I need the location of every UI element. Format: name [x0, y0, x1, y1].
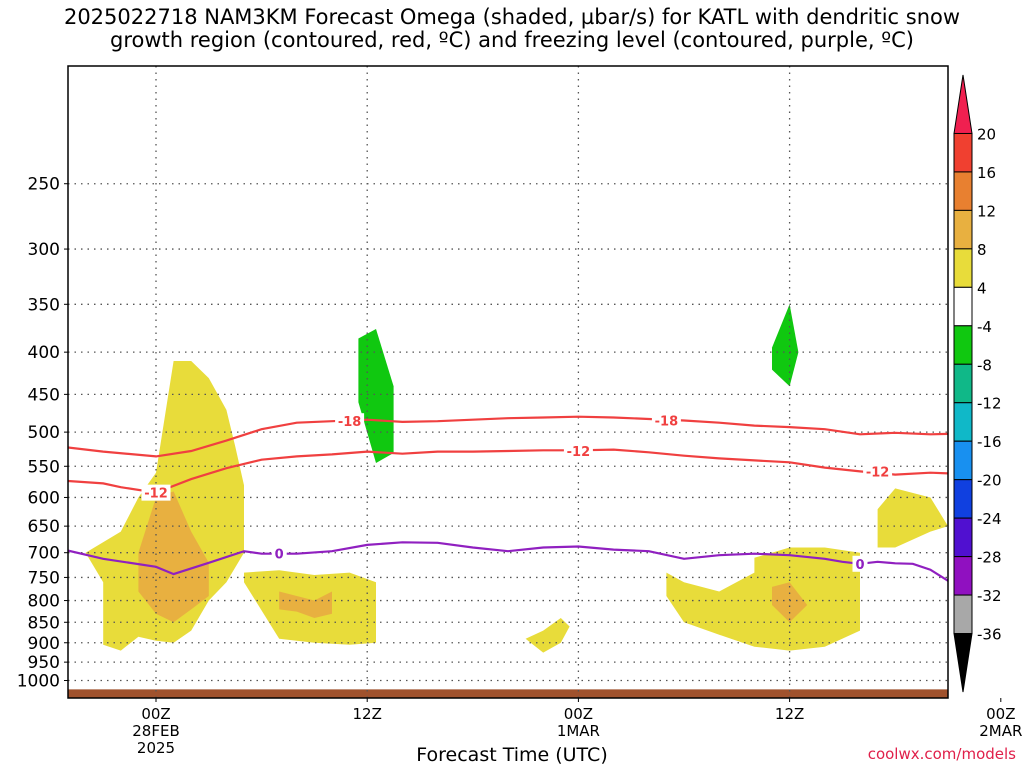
colorbar-label-8: -16	[977, 433, 1002, 451]
colorbar-label-13: -36	[977, 626, 1002, 644]
x-tick-label-48-0: 00Z	[986, 705, 1015, 723]
colorbar-swatch-3	[953, 209, 973, 250]
y-tick-label-800: 800	[28, 592, 60, 612]
colorbar-label-3: 8	[977, 241, 987, 259]
contour-label-bg-1-1	[563, 442, 593, 459]
chart-title-line-1: 2025022718 NAM3KM Forecast Omega (shaded…	[63, 5, 961, 29]
y-tick-label-750: 750	[28, 568, 60, 588]
contour-label-0-0: -18	[338, 415, 362, 430]
colorbar-swatch-13	[953, 594, 973, 635]
contour-label-1-2: -12	[866, 465, 890, 480]
y-tick-label-900: 900	[28, 634, 60, 654]
y-tick-label-950: 950	[28, 653, 60, 673]
colorbar-label-0: 20	[977, 125, 996, 143]
colorbar-swatch-12	[953, 556, 973, 596]
contour-line-0	[68, 415, 948, 458]
colorbar-swatch-7	[953, 363, 973, 404]
colorbar-swatch-4	[953, 248, 973, 288]
x-tick-label-36-0: 12Z	[775, 705, 804, 723]
omega-region-0-6	[966, 521, 1024, 643]
colorbar-swatch-2	[953, 171, 973, 211]
ground-surface	[68, 689, 948, 698]
y-tick-label-400: 400	[28, 343, 60, 363]
y-tick-label-250: 250	[28, 175, 60, 195]
contour-label-bg-1-2	[863, 463, 893, 480]
contour-label-1-0: -12	[144, 487, 168, 502]
colorbar-label-2: 12	[977, 202, 996, 220]
colorbar-label-9: -20	[977, 472, 1002, 490]
colorbar-swatch-8	[953, 402, 973, 442]
colorbar-label-10: -24	[977, 510, 1002, 528]
colorbar-label-4: 4	[977, 279, 987, 297]
colorbar-swatch-6	[953, 325, 973, 365]
contour-label-2-0: 0	[275, 548, 284, 563]
x-tick-label-0-2: 2025	[137, 739, 175, 757]
colorbar-label-1: 16	[977, 164, 996, 182]
x-tick-label-0-1: 28FEB	[132, 722, 179, 740]
x-tick-label-24-1: 1MAR	[557, 722, 600, 740]
contour-label-bg-0-1	[651, 412, 681, 429]
colorbar-swatch-5	[953, 286, 973, 327]
colorbar-swatch-14	[953, 633, 973, 693]
omega-region-2-1	[772, 304, 799, 387]
y-tick-label-500: 500	[28, 423, 60, 443]
chart-title: 2025022718 NAM3KM Forecast Omega (shaded…	[0, 6, 1024, 52]
x-tick-label-12-0: 12Z	[353, 705, 382, 723]
y-tick-label-350: 350	[28, 295, 60, 315]
plot-frame	[67, 65, 949, 699]
omega-region-2-0	[358, 329, 394, 463]
contour-label-bg-2-1	[852, 555, 868, 572]
credit-link[interactable]: coolwx.com/models	[867, 745, 1016, 763]
omega-region-1-1	[279, 591, 332, 618]
y-tick-label-550: 550	[28, 457, 60, 477]
y-tick-label-1000: 1000	[17, 672, 60, 692]
colorbar-swatch-10	[953, 479, 973, 519]
contour-line-2	[68, 541, 948, 582]
omega-region-0-2	[525, 618, 570, 653]
colorbar-swatch-1	[953, 132, 973, 173]
contour-label-bg-1-0	[141, 484, 171, 501]
colorbar-swatch-0	[953, 74, 973, 134]
y-tick-label-300: 300	[28, 240, 60, 260]
contour-label-1-1: -12	[567, 445, 591, 460]
contour-label-bg-0-0	[335, 413, 365, 430]
y-tick-label-700: 700	[28, 544, 60, 564]
colorbar-label-7: -12	[977, 395, 1002, 413]
y-tick-label-850: 850	[28, 613, 60, 633]
y-tick-label-650: 650	[28, 517, 60, 537]
x-tick-label-0-0: 00Z	[141, 705, 170, 723]
contour-line-1	[68, 448, 948, 494]
contour-label-0-1: -18	[655, 414, 679, 429]
omega-region-0-4	[877, 488, 948, 548]
colorbar-swatch-9	[953, 440, 973, 481]
colorbar-label-6: -8	[977, 356, 992, 374]
x-tick-label-48-1: 2MAR	[979, 722, 1022, 740]
omega-region-0-3	[666, 547, 860, 651]
contour-label-bg-2-0	[271, 545, 287, 562]
colorbar-label-11: -28	[977, 549, 1002, 567]
x-tick-label-24-0: 00Z	[564, 705, 593, 723]
colorbar-label-5: -4	[977, 318, 992, 336]
y-tick-label-600: 600	[28, 488, 60, 508]
chart-title-line-2: growth region (contoured, red, ºC) and f…	[110, 28, 914, 52]
omega-region-1-2	[772, 582, 808, 623]
plot-area: -18 -18 -12 -12 -12 0 0	[68, 66, 1024, 698]
contour-label-2-1: 0	[855, 558, 864, 573]
x-axis-title: Forecast Time (UTC)	[416, 744, 608, 766]
colorbar-swatch-11	[953, 517, 973, 558]
colorbar-label-12: -32	[977, 587, 1002, 605]
omega-region-1-0	[138, 491, 209, 623]
y-tick-label-450: 450	[28, 385, 60, 405]
